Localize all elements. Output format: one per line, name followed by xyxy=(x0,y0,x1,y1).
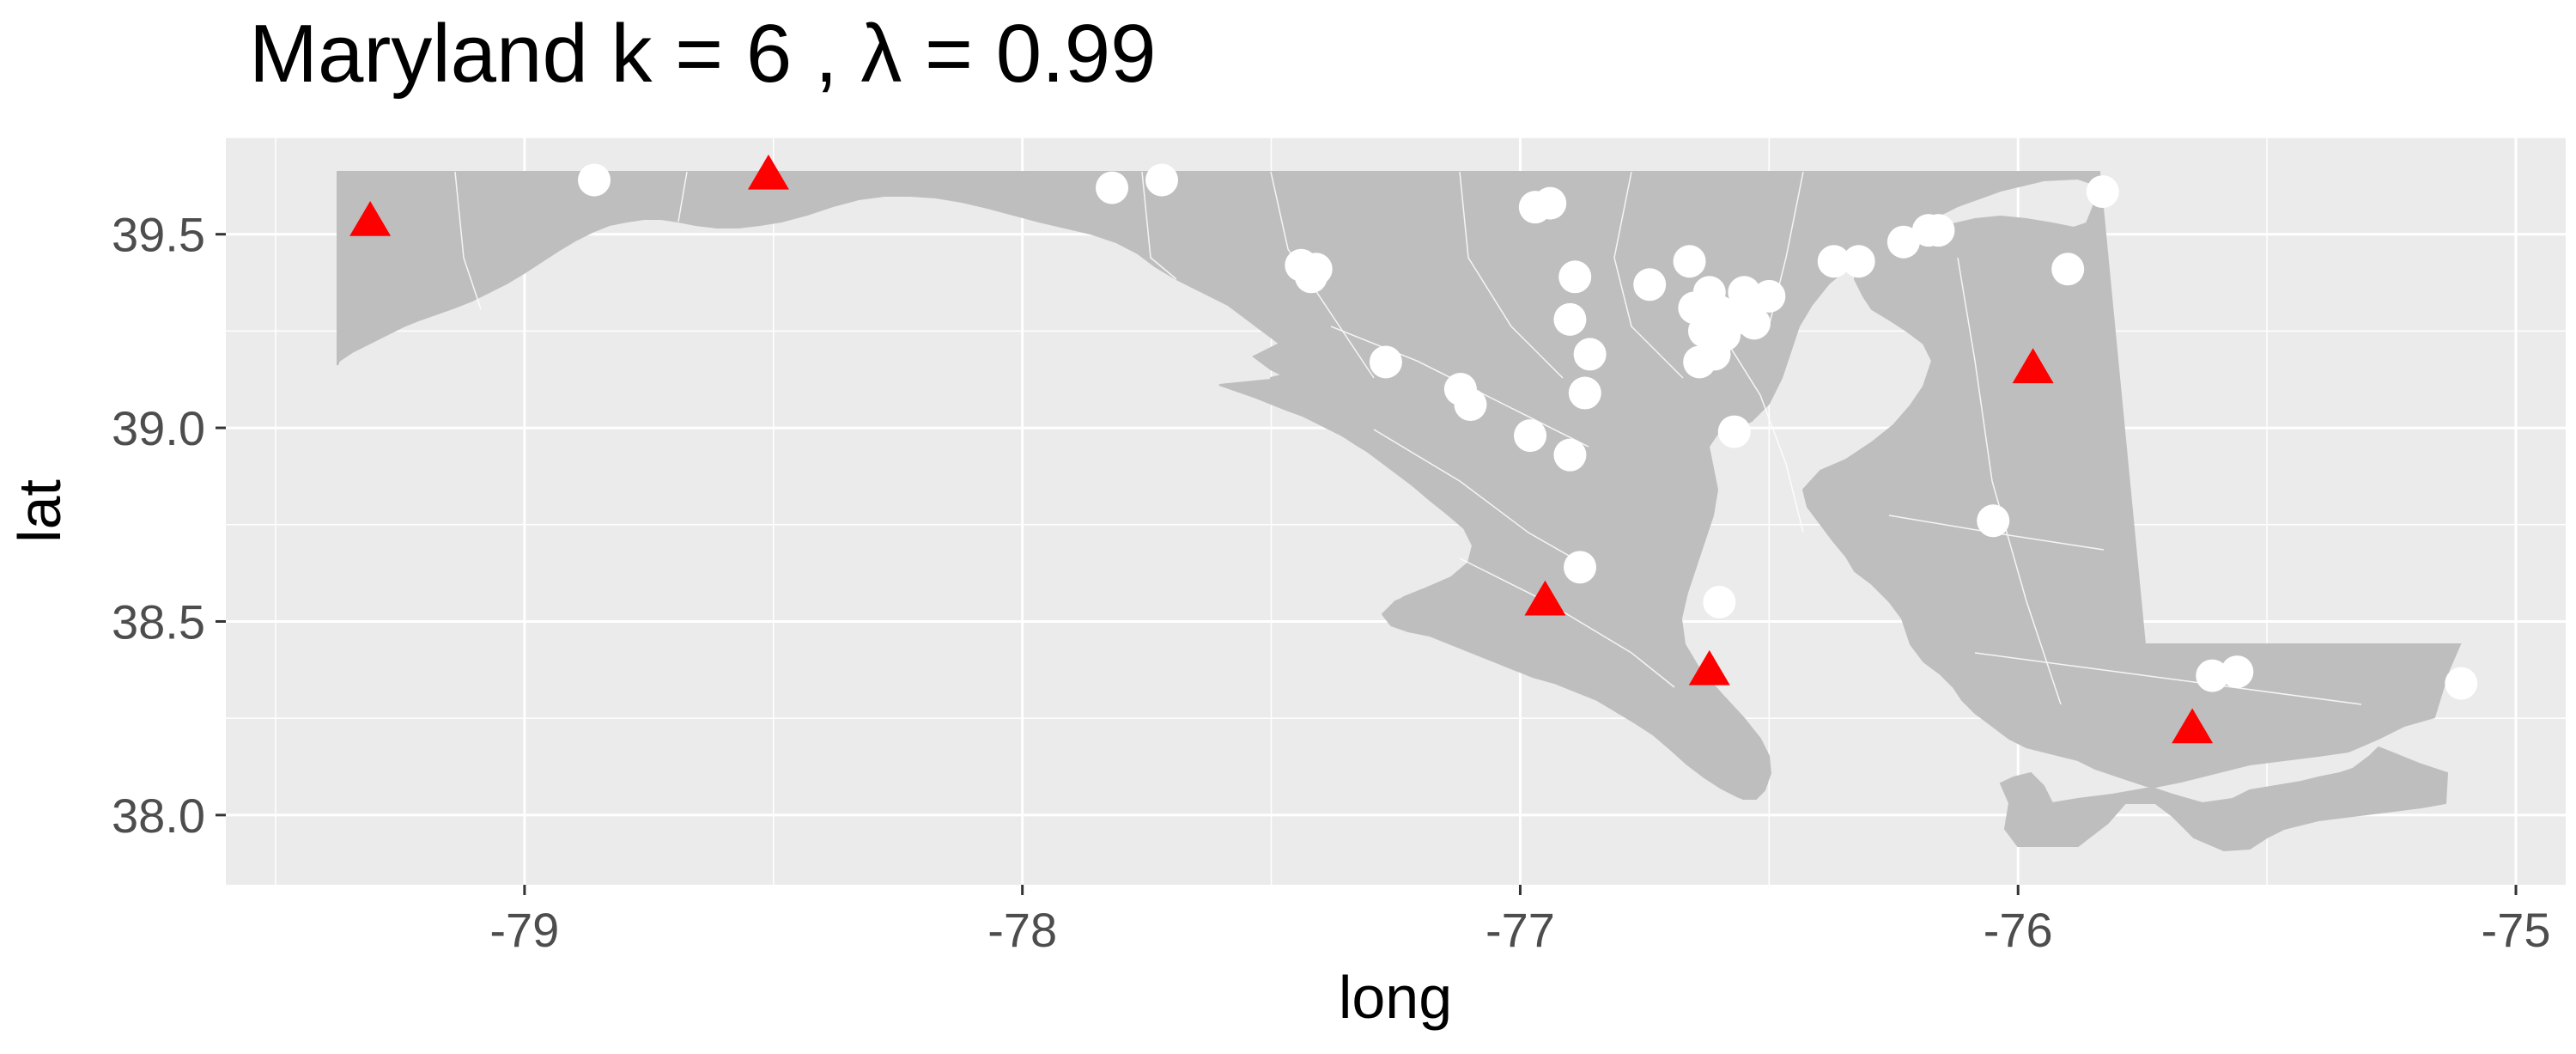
demand-point xyxy=(1698,338,1731,371)
x-tick-label: -77 xyxy=(1485,903,1555,957)
county-line xyxy=(1974,652,2362,705)
demand-point xyxy=(1294,260,1327,294)
demand-point xyxy=(1534,186,1567,220)
y-tick-label: 38.5 xyxy=(112,594,205,649)
facility-triangle xyxy=(349,200,392,236)
x-tick-label: -78 xyxy=(987,903,1057,957)
y-tick-label: 39.0 xyxy=(112,401,205,455)
demand-point xyxy=(1568,376,1601,410)
county-line xyxy=(1373,429,1589,568)
maryland-state-shape xyxy=(337,171,2462,852)
demand-point xyxy=(1558,260,1592,294)
y-axis-title: lat xyxy=(6,479,73,543)
county-line xyxy=(454,171,482,310)
demand-point xyxy=(1703,585,1736,618)
y-axis-ticks: 38.0 38.5 39.0 39.5 xyxy=(112,208,226,843)
x-axis-ticks: -79 -78 -77 -76 -75 xyxy=(489,885,2550,957)
county-line xyxy=(1459,557,1675,688)
county-line xyxy=(1613,171,1684,379)
demand-point xyxy=(1573,338,1607,371)
demand-point xyxy=(1922,214,1955,247)
state-peninsula xyxy=(1270,368,1766,801)
demand-point xyxy=(2196,659,2229,692)
facility-triangle xyxy=(1688,649,1730,685)
state-outline xyxy=(337,171,2462,852)
demand-point xyxy=(578,163,611,197)
y-tick-label: 38.0 xyxy=(112,789,205,843)
demand-point xyxy=(1553,302,1587,336)
y-tick-label: 39.5 xyxy=(112,208,205,262)
demand-point xyxy=(2086,175,2119,209)
demand-point xyxy=(2051,253,2085,286)
demand-point xyxy=(2221,655,2254,689)
demand-point xyxy=(1673,245,1706,278)
county-line xyxy=(677,171,688,222)
x-tick-label: -76 xyxy=(1984,903,2053,957)
demand-point xyxy=(1717,415,1751,448)
demand-point xyxy=(1633,268,1667,302)
demand-point xyxy=(1737,307,1771,340)
county-line xyxy=(1716,326,1804,533)
demand-point xyxy=(1842,245,1875,278)
demand-point xyxy=(1553,438,1587,472)
demand-point xyxy=(1145,163,1178,197)
chart-title: Maryland k = 6 , λ = 0.99 xyxy=(249,8,1157,100)
demand-point xyxy=(1096,171,1129,204)
demand-point xyxy=(1817,245,1850,278)
demand-point xyxy=(1886,225,1920,259)
facility-triangle xyxy=(2012,348,2054,384)
demand-point xyxy=(1977,504,2010,538)
demand-point xyxy=(1369,345,1402,379)
demand-point xyxy=(1753,279,1786,313)
demand-point xyxy=(1514,419,1547,453)
x-axis-title: long xyxy=(1339,964,1452,1031)
demand-point xyxy=(1454,388,1487,422)
facility-triangle xyxy=(1524,580,1566,616)
county-line xyxy=(1957,257,2062,705)
facility-triangle xyxy=(747,154,789,190)
county-line xyxy=(1141,171,1177,280)
demand-point xyxy=(1564,551,1597,584)
points-layer xyxy=(349,154,2478,744)
county-line xyxy=(1459,171,1564,379)
x-tick-label: -79 xyxy=(489,903,559,957)
x-tick-label: -75 xyxy=(2482,903,2551,957)
demand-point xyxy=(2445,667,2478,700)
facility-triangle xyxy=(2172,708,2214,744)
